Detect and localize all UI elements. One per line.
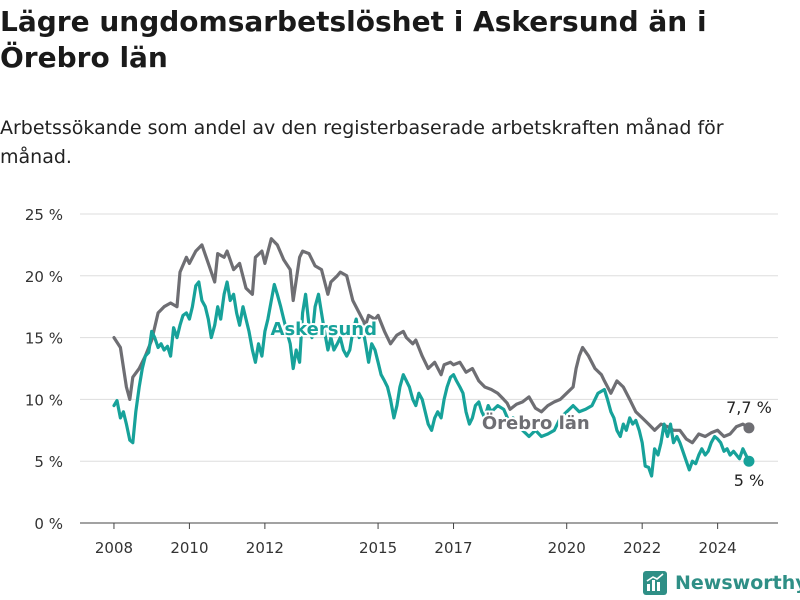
y-tick-label: 5 % bbox=[34, 453, 63, 471]
series-lines bbox=[112, 237, 755, 478]
y-tick-label: 15 % bbox=[25, 330, 63, 348]
series-label-orebro: Örebro län bbox=[482, 412, 590, 434]
brand-name: Newsworthy bbox=[675, 572, 800, 594]
series-label-askersund: Askersund bbox=[271, 319, 377, 340]
end-label-askersund: 5 % bbox=[734, 471, 764, 490]
x-tick-label: 2017 bbox=[434, 539, 472, 557]
chart-title: Lägre ungdomsarbetslöshet i Askersund än… bbox=[0, 5, 707, 74]
y-tick-label: 10 % bbox=[25, 391, 63, 409]
x-axis: 2008 2010 2012 2015 2017 2020 2022 2024 bbox=[95, 523, 737, 557]
x-tick-label: 2024 bbox=[699, 539, 737, 557]
chart-subtitle: Arbetssökande som andel av den registerb… bbox=[0, 117, 724, 168]
x-tick-label: 2020 bbox=[548, 539, 586, 557]
brand-logo: Newsworthy bbox=[643, 568, 800, 598]
x-tick-label: 2022 bbox=[623, 539, 661, 557]
y-tick-label: 25 % bbox=[25, 206, 63, 224]
x-tick-label: 2008 bbox=[95, 539, 133, 557]
x-tick-label: 2012 bbox=[246, 539, 284, 557]
series-line-orebro bbox=[112, 237, 751, 445]
y-axis: 0 % 5 % 10 % 15 % 20 % 25 % bbox=[25, 206, 63, 533]
gridlines bbox=[80, 213, 778, 524]
x-tick-label: 2010 bbox=[170, 539, 208, 557]
y-tick-label: 0 % bbox=[34, 515, 63, 533]
series-end-point bbox=[743, 455, 755, 467]
newsworthy-logo-icon bbox=[643, 571, 667, 595]
end-label-orebro: 7,7 % bbox=[726, 398, 772, 417]
x-tick-label: 2015 bbox=[359, 539, 397, 557]
series-end-point bbox=[743, 422, 755, 434]
series-line-askersund bbox=[112, 280, 751, 478]
y-tick-label: 20 % bbox=[25, 268, 63, 286]
series-labels: Askersund Örebro län 7,7 % 5 % bbox=[269, 317, 772, 490]
